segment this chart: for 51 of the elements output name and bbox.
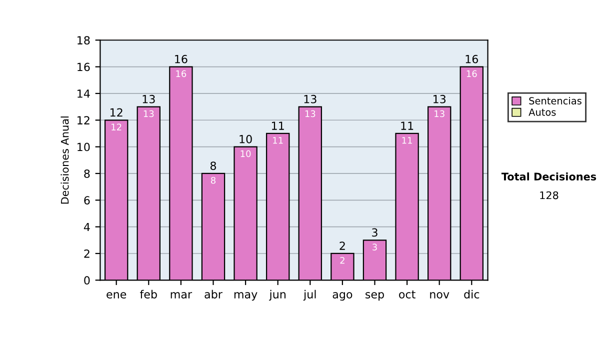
x-tick-label: nov	[430, 292, 450, 298]
text: 128	[540, 191, 558, 200]
x-tick-label: sep	[366, 292, 384, 301]
y-tick-label: 10	[78, 142, 90, 152]
x-tick-label: abr	[204, 290, 222, 298]
total-label: 10	[240, 134, 252, 144]
y-tick-label: 12	[78, 116, 90, 124]
data-label: 16	[176, 70, 186, 78]
data-label: 11	[273, 137, 283, 144]
data-label: 10	[240, 150, 251, 158]
legend-label: Sentencias	[529, 96, 582, 104]
x-tick-label: ago	[332, 292, 352, 301]
total-label: 11	[401, 122, 414, 130]
x-tick-label: feb	[140, 290, 157, 298]
data-label: 13	[305, 110, 316, 118]
x-tick-label: may	[234, 292, 258, 301]
y-tick-label: 2	[84, 249, 90, 258]
total-label: 13	[434, 94, 446, 104]
y-tick-label: 16	[78, 62, 90, 72]
data-label: 13	[144, 110, 154, 118]
total-label: 16	[466, 54, 478, 64]
y-tick-label: 4	[84, 222, 90, 232]
data-label: 11	[402, 137, 412, 144]
y-tick-label: 18	[78, 36, 90, 44]
x-tick-label: jul	[303, 290, 316, 301]
y-tick-label: 8	[84, 169, 90, 178]
legend-label: Autos	[528, 108, 556, 116]
data-label: 8	[210, 176, 216, 184]
data-label: 3	[372, 244, 377, 250]
y-tick-label: 6	[84, 196, 90, 205]
x-tick-label: oct	[399, 290, 416, 298]
total-label: 3	[372, 228, 378, 237]
data-label: 12	[112, 124, 122, 130]
x-tick-label: mar	[170, 292, 192, 298]
total-label: 11	[272, 122, 284, 130]
total-label: 2	[340, 242, 345, 250]
data-label: 16	[466, 70, 477, 78]
y-tick-label: 0	[84, 276, 90, 285]
data-label: 2	[340, 256, 344, 264]
text: Total Decisiones	[501, 172, 596, 180]
total-label: 16	[175, 54, 188, 64]
total-label: 13	[142, 94, 155, 104]
total-label: 13	[304, 94, 316, 104]
data-label: 13	[434, 110, 444, 118]
total-label: 8	[210, 162, 216, 170]
x-tick-label: jun	[269, 290, 286, 301]
x-tick-label: dic	[464, 290, 480, 298]
y-axis-title: Decisiones Anual	[60, 116, 69, 204]
total-label: 12	[110, 108, 122, 116]
x-tick-label: ene	[106, 292, 126, 298]
y-tick-label: 14	[78, 90, 90, 98]
